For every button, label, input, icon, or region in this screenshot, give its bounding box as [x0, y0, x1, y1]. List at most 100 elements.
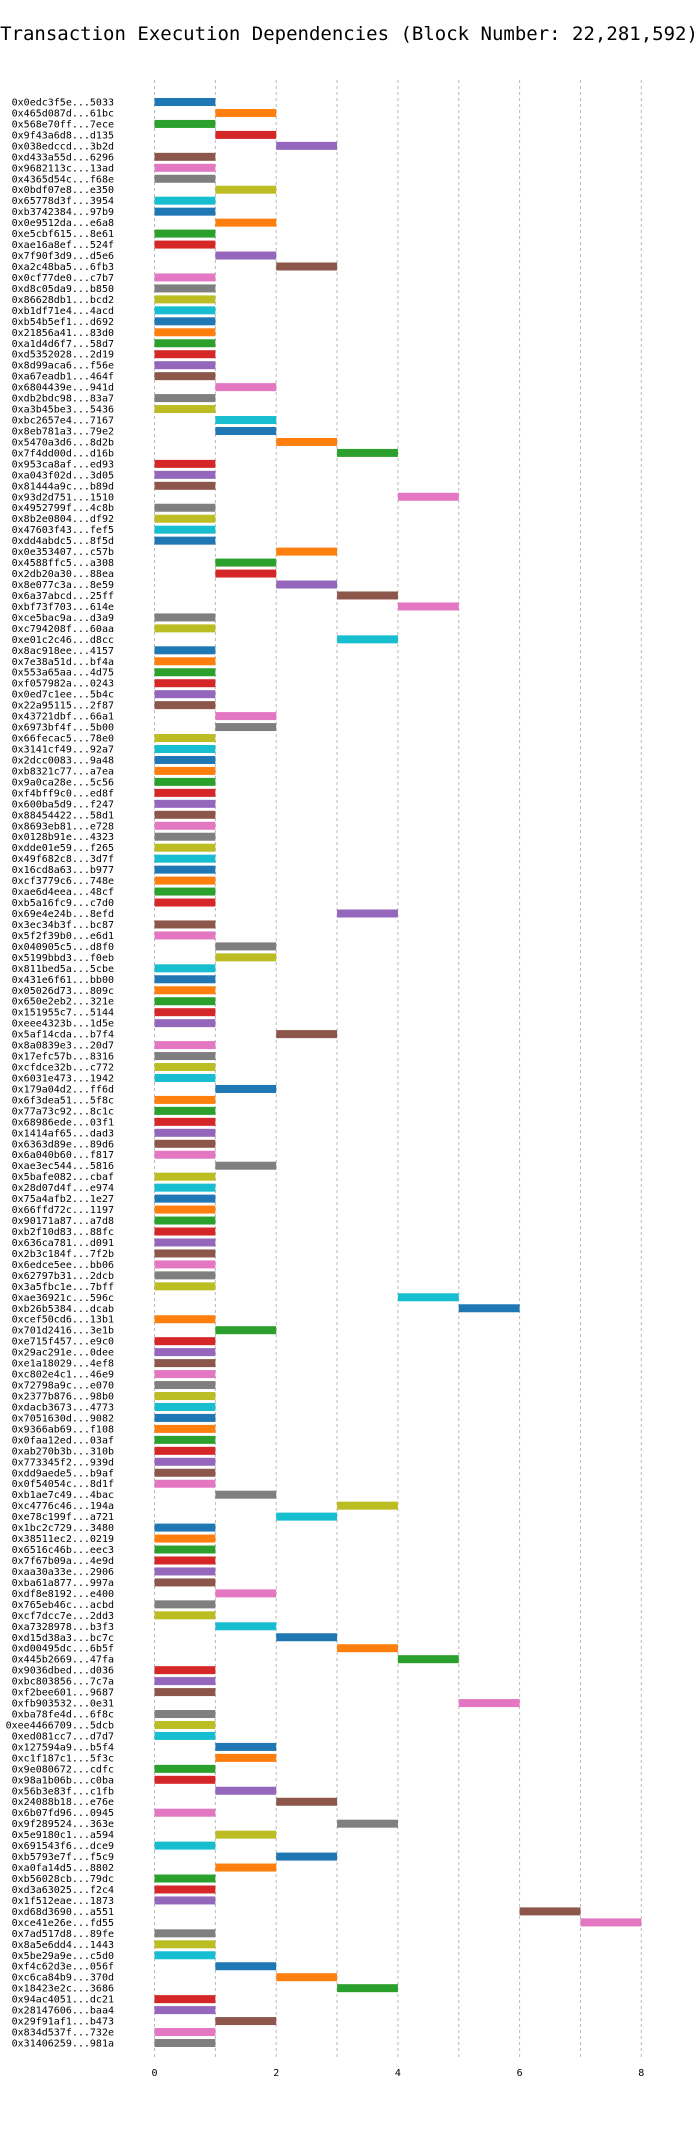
transaction-label: 0x8b2e0804...df92 — [12, 514, 114, 525]
transaction-bar — [276, 1797, 338, 1806]
transaction-bar — [154, 317, 216, 326]
transaction-bar — [154, 1874, 216, 1883]
transaction-label: 0x8d99aca6...f56e — [12, 361, 114, 372]
transaction-label: 0x9e080672...cdfc — [12, 1764, 114, 1775]
transaction-label: 0xdde01e59...f265 — [12, 843, 114, 854]
transaction-bar — [215, 569, 277, 578]
transaction-label: 0x038edccd...3b2d — [12, 141, 114, 152]
transaction-label: 0x43721dbf...66a1 — [12, 712, 114, 723]
transaction-bar — [215, 1863, 277, 1872]
transaction-label: 0x5af14cda...b7f4 — [12, 1030, 114, 1041]
transaction-label: 0x568e70ff...7ece — [12, 119, 114, 130]
transaction-bar — [276, 1512, 338, 1521]
transaction-bar — [154, 1359, 216, 1368]
transaction-label: 0x66fecac5...78e0 — [12, 734, 114, 745]
transaction-label: 0x8a0839e3...20d7 — [12, 1041, 114, 1052]
transaction-label: 0x5bafe082...cbaf — [12, 1172, 114, 1183]
transaction-bar — [154, 799, 216, 808]
transaction-label: 0xae3ec544...5816 — [12, 1161, 114, 1172]
transaction-label: 0x6363d89e...89d6 — [12, 1139, 114, 1150]
transaction-label: 0xb3742384...97b9 — [12, 207, 114, 218]
transaction-label: 0x5f2f39b0...e6d1 — [12, 931, 114, 942]
transaction-bar — [276, 580, 338, 589]
transaction-bar — [154, 1106, 216, 1115]
transaction-bar — [154, 1271, 216, 1280]
transaction-label: 0x9a0ca28e...5c56 — [12, 777, 114, 788]
chart-title: Transaction Execution Dependencies (Bloc… — [0, 23, 698, 45]
transaction-label: 0x691543f6...dce9 — [12, 1841, 114, 1852]
transaction-bar — [154, 2006, 216, 2015]
transaction-bar — [215, 712, 277, 721]
transaction-bar — [154, 1315, 216, 1324]
transaction-bar — [276, 547, 338, 556]
transaction-label: 0x7e38a51d...bf4a — [12, 657, 114, 668]
transaction-label: 0xbc2657e4...7167 — [12, 416, 114, 427]
transaction-bar — [154, 1128, 216, 1137]
transaction-label: 0xb5793e7f...f5c9 — [12, 1852, 114, 1863]
transaction-label: 0x0edc3f5e...5033 — [12, 98, 114, 109]
transaction-bar — [397, 492, 459, 501]
transaction-bar — [154, 613, 216, 622]
transaction-bar — [154, 975, 216, 984]
transaction-label: 0x5e9180c1...a594 — [12, 1830, 114, 1841]
transaction-label: 0x8a5e6dd4...1443 — [12, 1940, 114, 1951]
transaction-bar — [154, 1381, 216, 1390]
transaction-label: 0x69e4e24b...8efd — [12, 909, 114, 920]
transaction-label: 0x86628db1...bcd2 — [12, 295, 114, 306]
transaction-label: 0xfb903532...0e31 — [12, 1699, 114, 1710]
transaction-label: 0x8e077c3a...8e59 — [12, 580, 114, 591]
transaction-bar — [215, 558, 277, 567]
transaction-bar — [154, 350, 216, 359]
transaction-bar — [397, 1655, 459, 1664]
transaction-bar — [154, 306, 216, 315]
transaction-label: 0x0bdf07e8...e350 — [12, 185, 114, 196]
transaction-bar — [154, 777, 216, 786]
transaction-bar — [154, 1940, 216, 1949]
transaction-bar — [154, 1775, 216, 1784]
transaction-label: 0xdd9aede5...b9af — [12, 1468, 114, 1479]
transaction-label: 0x94ac4051...dc21 — [12, 1995, 114, 2006]
transaction-label: 0xb8321c77...a7ea — [12, 766, 114, 777]
transaction-label: 0xd433a55d...6296 — [12, 152, 114, 163]
transaction-label: 0xae6d4eea...48cf — [12, 887, 114, 898]
transaction-bar — [154, 470, 216, 479]
transaction-label: 0x6804439e...941d — [12, 383, 114, 394]
transaction-label: 0x77a73c92...8c1c — [12, 1106, 114, 1117]
transaction-bar — [154, 207, 216, 216]
transaction-label: 0xe1a18029...4ef8 — [12, 1359, 114, 1370]
transaction-label: 0x28d07d4f...e974 — [12, 1183, 114, 1194]
transaction-bar — [154, 920, 216, 929]
transaction-label: 0xaa30a33e...2906 — [12, 1567, 114, 1578]
transaction-bar — [154, 690, 216, 699]
row-labels: 0x0edc3f5e...50330x465d087d...61bc0x568e… — [6, 98, 114, 2050]
transaction-label: 0xba78fe4d...6f8c — [12, 1710, 114, 1721]
transaction-bar — [154, 1534, 216, 1543]
transaction-label: 0xcf3779c6...748e — [12, 876, 114, 887]
transaction-bar — [154, 1073, 216, 1082]
transaction-label: 0x701d2416...3e1b — [12, 1326, 114, 1337]
transaction-bar — [154, 1720, 216, 1729]
x-tick-labels: 0 2 4 6 8 — [151, 2068, 644, 2079]
transaction-label: 0x6516c46b...eec3 — [12, 1545, 114, 1556]
transaction-bar — [154, 1896, 216, 1905]
transaction-label: 0xf2bee601...9687 — [12, 1688, 114, 1699]
transaction-label: 0x0e9512da...e6a8 — [12, 218, 114, 229]
transaction-label: 0x93d2d751...1510 — [12, 492, 114, 503]
transaction-bar — [154, 1260, 216, 1269]
transaction-label: 0xe01c2c46...d8cc — [12, 635, 114, 646]
transaction-label: 0x4952799f...4c8b — [12, 503, 114, 514]
transaction-bar — [154, 821, 216, 830]
transaction-label: 0xe715f457...e9c0 — [12, 1337, 114, 1348]
transaction-bar — [154, 1041, 216, 1050]
transaction-bar — [154, 1216, 216, 1225]
transaction-label: 0x68986ede...03f1 — [12, 1117, 114, 1128]
transaction-bar — [154, 98, 216, 106]
transaction-label: 0xba61a877...997a — [12, 1578, 114, 1589]
transaction-label: 0xae36921c...596c — [12, 1293, 114, 1304]
transaction-bar — [215, 1084, 277, 1093]
transaction-bar — [154, 1249, 216, 1258]
transaction-label: 0xbf73f703...614e — [12, 602, 114, 613]
transaction-bar — [154, 876, 216, 885]
transaction-label: 0x636ca781...d091 — [12, 1238, 114, 1249]
transaction-bar — [154, 1951, 216, 1960]
